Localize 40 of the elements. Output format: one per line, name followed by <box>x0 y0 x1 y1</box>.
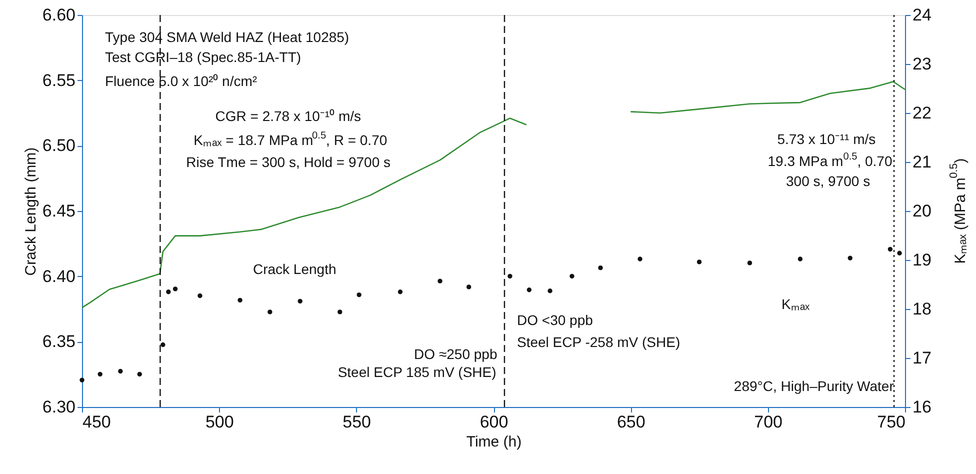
y-tick-label: 6.45 <box>42 202 76 220</box>
y-axis-title: Crack Length (mm) <box>22 147 40 276</box>
annotation: Kₘₐₓ <box>782 296 810 312</box>
x-tick-label: 750 <box>877 412 906 432</box>
y2-tick-label: 22 <box>912 104 932 122</box>
annotation: Test CGRI–18 (Spec.85-1A-TT) <box>105 49 302 65</box>
y2-tick-label: 24 <box>912 6 932 24</box>
y-tick-label: 6.30 <box>42 398 76 416</box>
y-tick-label: 6.50 <box>42 136 76 156</box>
y-tick-label: 6.40 <box>42 266 76 286</box>
annotation: Fluence 5.0 x 10²⁰ n/cm² <box>105 73 258 89</box>
y2-tick-label: 19 <box>912 250 932 270</box>
annotation: DO <30 ppb <box>517 312 594 328</box>
y2-axis-title: Kₘₐₓ (MPa m0.5) <box>948 158 969 264</box>
annotation: Steel ECP 185 mV (SHE) <box>338 364 496 380</box>
annotation: DO ≈250 ppb <box>414 346 498 362</box>
y2-tick-label: 18 <box>912 300 932 318</box>
y2-tick-label: 20 <box>912 202 932 220</box>
y-tick-label: 6.55 <box>42 70 76 90</box>
x-tick-label: 450 <box>82 412 111 432</box>
y-tick-label: 6.60 <box>42 6 76 24</box>
annotation: Steel ECP -258 mV (SHE) <box>517 334 680 350</box>
x-axis-title: Time (h) <box>466 434 522 450</box>
x-tick-label: 700 <box>754 412 783 432</box>
annotation: 289°C, High–Purity Water <box>734 378 894 394</box>
annotation: Rise Tme = 300 s, Hold = 9700 s <box>186 154 391 170</box>
x-tick-label: 550 <box>342 412 372 432</box>
x-tick-label: 650 <box>616 412 646 432</box>
y2-tick-label: 23 <box>912 54 932 74</box>
x-tick-label: 500 <box>205 412 234 432</box>
annotation: CGR = 2.78 x 10⁻¹⁰ m/s <box>215 108 362 124</box>
y2-tick-label: 16 <box>912 398 932 416</box>
y2-tick-label: 21 <box>912 152 932 172</box>
y-tick-label: 6.35 <box>42 332 76 352</box>
annotation: 5.73 x 10⁻¹¹ m/s <box>777 131 876 147</box>
annotation: 300 s, 9700 s <box>786 173 870 189</box>
x-tick-label: 600 <box>480 412 508 432</box>
annotation: Crack Length <box>252 261 336 277</box>
annotation: Type 304 SMA Weld HAZ (Heat 10285) <box>105 29 350 45</box>
y2-tick-label: 17 <box>912 348 932 368</box>
